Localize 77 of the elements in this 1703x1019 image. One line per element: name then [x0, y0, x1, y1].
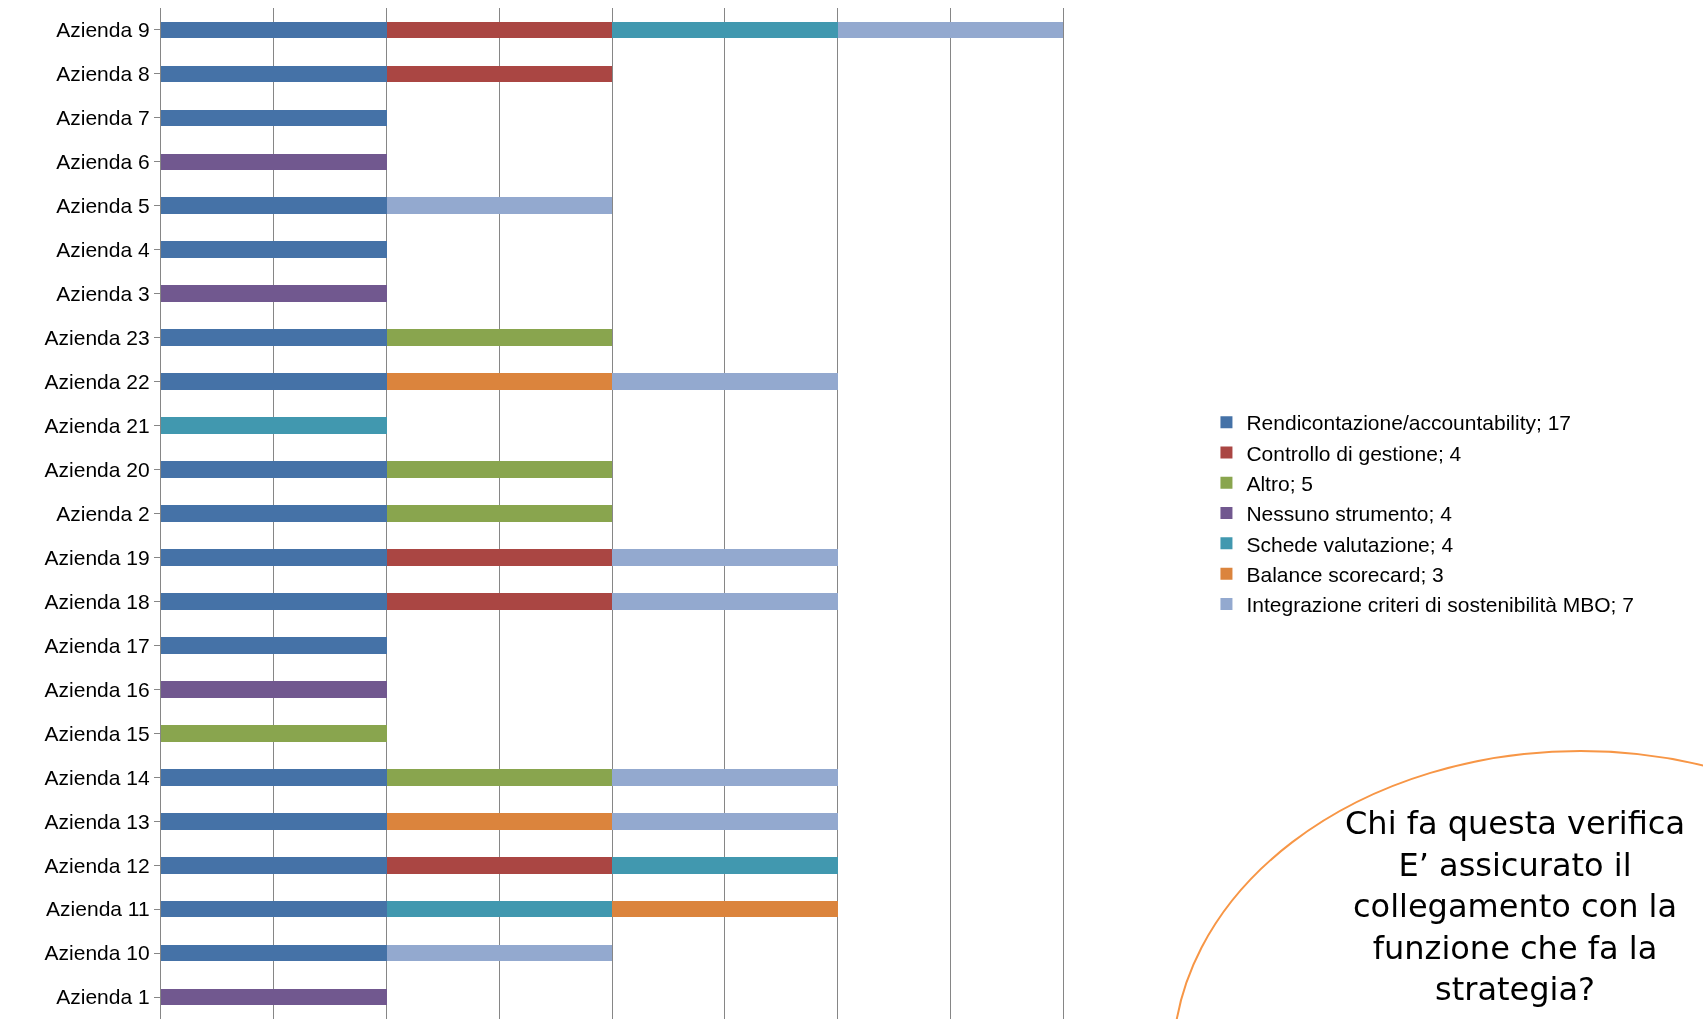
bar: [161, 768, 387, 786]
y-tick-label: Azienda 21: [44, 413, 150, 437]
y-tick-label: Azienda 7: [56, 106, 150, 130]
y-tick-label: Azienda 23: [44, 326, 150, 350]
bar: [161, 285, 387, 303]
bar: [161, 197, 387, 215]
y-tick-label: Azienda 19: [44, 545, 150, 569]
bar: [386, 21, 613, 39]
bar: [161, 856, 387, 874]
bar: [161, 329, 387, 347]
bar: [612, 549, 838, 566]
bar: [161, 680, 387, 698]
bar: [386, 856, 613, 874]
y-tick-label: Azienda 6: [56, 150, 150, 174]
bar: [386, 197, 613, 215]
bar: [161, 593, 387, 610]
legend-label: Balance scorecard; 3: [1246, 562, 1444, 586]
bar: [161, 549, 387, 566]
bar: [161, 988, 387, 1006]
y-tick-label: Azienda 14: [44, 765, 150, 789]
y-tick-label: Azienda 4: [56, 238, 150, 262]
bar: [161, 724, 387, 742]
bar: [386, 65, 613, 83]
bar: [386, 944, 613, 962]
y-tick-label: Azienda 18: [44, 589, 150, 613]
bar: [386, 549, 613, 566]
text: Chi fa questa verifica E’ assicurato il collegamento con la funzione che fa la strategia?: [1345, 804, 1686, 1009]
bar: [386, 812, 613, 830]
bar: [386, 329, 613, 347]
bar: [386, 373, 613, 390]
y-tick-label: Azienda 13: [44, 809, 150, 833]
bar: [612, 812, 838, 830]
y-tick-label: Azienda 1: [56, 985, 150, 1009]
y-tick-label: Azienda 17: [44, 633, 150, 657]
y-tick-label: Azienda 22: [44, 369, 150, 393]
bar: [612, 900, 838, 918]
y-tick-label: Azienda 12: [44, 853, 150, 877]
legend-label: Controllo di gestione; 4: [1246, 441, 1462, 465]
bar: [161, 637, 387, 654]
bar: [386, 593, 613, 610]
bar: [161, 417, 387, 434]
bar: [161, 900, 387, 918]
bar: [386, 768, 613, 786]
bar: [386, 505, 613, 522]
bar: [386, 900, 613, 918]
y-tick-label: Azienda 16: [44, 677, 150, 701]
bar: [161, 944, 387, 962]
y-tick-label: Azienda 5: [56, 194, 150, 218]
y-tick-label: Azienda 20: [44, 457, 150, 481]
bar: [161, 812, 387, 830]
legend-label: Integrazione criteri di sostenibilità MBO; 7: [1246, 593, 1634, 617]
bar: [837, 21, 1064, 39]
bar: [612, 768, 838, 786]
bar: [161, 21, 387, 39]
bar: [161, 65, 387, 83]
bar: [161, 241, 387, 259]
bar: [161, 373, 387, 390]
legend-label: Nessuno strumento; 4: [1246, 502, 1453, 526]
bar: [386, 461, 613, 478]
y-tick-label: Azienda 2: [56, 501, 150, 525]
legend-label: Altro; 5: [1246, 471, 1313, 495]
bar: [161, 109, 387, 127]
bar: [612, 373, 838, 390]
bar: [161, 461, 387, 478]
y-tick-label: Azienda 9: [56, 18, 150, 42]
legend-label: Rendicontazione/accountability; 17: [1246, 411, 1571, 435]
legend-label: Schede valutazione; 4: [1246, 532, 1454, 556]
y-tick-label: Azienda 8: [56, 62, 150, 86]
bar: [612, 856, 838, 874]
y-tick-label: Azienda 11: [46, 897, 150, 921]
bar: [161, 505, 387, 522]
y-tick-label: Azienda 15: [44, 721, 150, 745]
y-tick-label: Azienda 3: [56, 282, 150, 306]
bar: [161, 153, 387, 171]
y-tick-label: Azienda 10: [44, 941, 150, 965]
bar: [612, 21, 838, 39]
bar: [612, 593, 838, 610]
